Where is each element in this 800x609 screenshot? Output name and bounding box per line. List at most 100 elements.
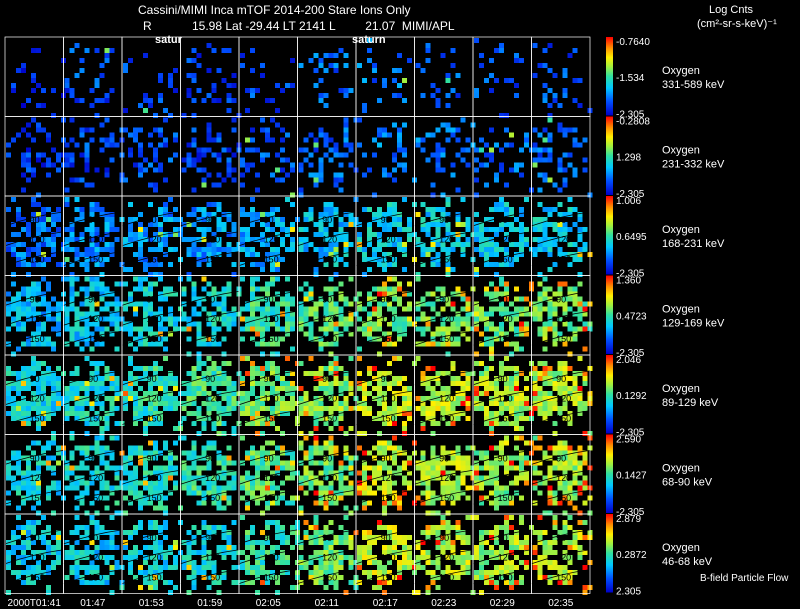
pixel xyxy=(74,485,80,491)
pixel xyxy=(328,426,334,431)
pixel xyxy=(577,142,583,148)
pixel xyxy=(260,267,265,272)
pixel xyxy=(41,515,46,520)
pixel xyxy=(64,157,70,163)
pixel xyxy=(313,147,319,153)
pixel xyxy=(450,416,456,421)
pixel xyxy=(11,351,16,357)
pixel xyxy=(504,341,509,347)
pixel xyxy=(260,157,265,163)
pixel xyxy=(303,237,309,242)
pixel xyxy=(479,232,484,237)
pixel xyxy=(537,247,543,252)
pixel xyxy=(250,421,255,426)
pixel xyxy=(69,396,75,401)
pixel xyxy=(357,386,362,391)
pixel xyxy=(465,217,471,222)
pixel xyxy=(114,346,120,352)
pixel xyxy=(552,182,558,188)
pixel xyxy=(557,291,563,297)
pixel xyxy=(158,465,163,471)
pixel xyxy=(303,450,309,456)
pixel xyxy=(158,540,163,545)
pixel xyxy=(298,440,304,446)
pixel xyxy=(567,500,573,506)
pixel xyxy=(328,465,334,471)
pixel xyxy=(153,247,158,252)
pixel xyxy=(11,232,16,237)
pixel xyxy=(221,316,227,322)
pixel xyxy=(260,366,265,371)
pixel xyxy=(504,376,509,381)
pixel xyxy=(303,137,309,143)
pixel xyxy=(387,470,392,476)
pixel xyxy=(557,127,563,133)
pixel xyxy=(250,237,255,242)
pixel xyxy=(450,341,456,347)
pixel xyxy=(455,495,461,501)
pixel xyxy=(474,386,479,391)
pixel xyxy=(509,316,514,322)
pixel xyxy=(99,73,105,78)
pixel xyxy=(275,207,280,212)
pixel xyxy=(245,301,250,307)
pixel xyxy=(547,510,553,516)
pixel xyxy=(265,227,270,232)
pixel xyxy=(69,550,75,555)
pixel xyxy=(104,286,110,292)
pixel xyxy=(402,401,407,406)
pixel xyxy=(328,485,334,491)
pixel xyxy=(514,366,519,371)
pixel xyxy=(313,371,319,376)
pixel xyxy=(552,376,558,381)
pixel xyxy=(420,93,426,98)
pixel xyxy=(372,78,377,83)
pixel xyxy=(460,455,466,461)
pixel xyxy=(440,167,446,173)
pixel xyxy=(402,450,407,456)
pixel xyxy=(206,227,212,232)
pixel xyxy=(168,157,173,163)
pixel xyxy=(79,396,85,401)
pixel xyxy=(348,276,354,282)
pixel xyxy=(435,252,441,257)
pixel xyxy=(435,157,441,163)
pixel xyxy=(69,281,75,287)
pixel xyxy=(84,455,90,461)
pixel xyxy=(41,222,46,227)
pixel xyxy=(514,401,519,406)
pixel xyxy=(133,550,138,555)
pixel xyxy=(572,396,578,401)
pixel xyxy=(382,172,387,178)
pixel xyxy=(290,83,295,88)
pixel xyxy=(221,351,227,357)
pixel xyxy=(226,485,232,491)
pixel xyxy=(201,152,207,158)
pixel xyxy=(56,217,61,222)
pixel xyxy=(109,485,115,491)
pixel xyxy=(348,162,354,168)
pixel xyxy=(51,465,56,471)
pixel xyxy=(357,326,362,332)
pixel xyxy=(168,465,173,471)
pixel xyxy=(445,222,451,227)
pixel xyxy=(265,316,270,322)
pixel xyxy=(74,386,80,391)
pixel xyxy=(425,212,431,217)
pixel xyxy=(46,455,51,461)
pixel xyxy=(51,113,56,118)
pixel xyxy=(280,480,285,486)
pixel xyxy=(504,465,509,471)
pixel xyxy=(460,252,466,257)
pixel xyxy=(240,396,245,401)
pixel xyxy=(226,530,232,535)
pitch-contour-label: 150 xyxy=(264,334,279,344)
pixel xyxy=(191,78,197,83)
pitch-contour xyxy=(472,410,532,425)
pixel xyxy=(372,212,377,217)
pixel xyxy=(231,321,237,327)
pixel xyxy=(89,445,95,451)
pixel xyxy=(211,98,217,103)
pixel xyxy=(138,331,143,337)
pixel xyxy=(99,257,105,262)
